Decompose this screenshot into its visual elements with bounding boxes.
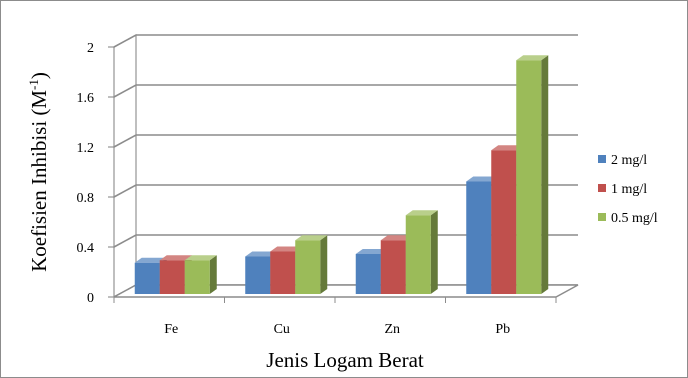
bar-top <box>380 235 413 241</box>
bar-front <box>516 60 542 294</box>
y-axis-title: Koefisien Inhibisi (M-1) <box>26 72 51 272</box>
bar-zn-3 <box>405 210 438 294</box>
bar-fe-3 <box>184 255 217 294</box>
bar-top <box>245 251 278 257</box>
bar-side <box>320 235 328 294</box>
bar-front <box>405 215 431 294</box>
bar-pb-3 <box>516 55 549 294</box>
x-tick-label: Fe <box>164 322 178 337</box>
bar-top <box>159 255 192 261</box>
legend-item: 1 mg/l <box>598 182 647 197</box>
x-tick-label: Cu <box>274 322 290 337</box>
bar-top <box>134 257 167 263</box>
legend-label: 1 mg/l <box>611 182 647 197</box>
bar-side <box>209 255 217 294</box>
x-tick-labels: Fe Cu Zn Pb <box>164 322 510 337</box>
bar-front <box>295 240 321 294</box>
side-wall <box>113 34 137 298</box>
gridline <box>113 134 578 148</box>
x-tick-label: Zn <box>384 322 400 337</box>
chart-floor <box>113 284 579 298</box>
bar-zn-1 <box>355 249 388 294</box>
y-tick-label: 2 <box>87 41 94 56</box>
y-tick-label: 1.6 <box>77 91 95 106</box>
bar-front <box>245 256 271 294</box>
y-tick-label: 1.2 <box>77 141 95 156</box>
y-tick-label: 0 <box>87 291 94 306</box>
floor-plane <box>113 284 579 298</box>
bar-front <box>184 260 210 294</box>
legend-label: 2 mg/l <box>611 153 647 168</box>
x-tick-label: Pb <box>495 322 510 337</box>
y-axis-title-main: Koefisien Inhibisi (M <box>27 90 51 272</box>
bars <box>134 55 549 294</box>
y-tick-label: 0.4 <box>77 241 95 256</box>
bar-top <box>516 55 549 61</box>
gridline <box>113 34 578 48</box>
legend-item: 2 mg/l <box>598 153 647 168</box>
bar-front <box>466 181 492 294</box>
legend-label: 0.5 mg/l <box>611 211 658 226</box>
bar-front <box>159 260 185 294</box>
bar-top <box>491 145 524 151</box>
y-tick-label: 0.8 <box>77 191 95 206</box>
legend-swatch <box>598 155 606 163</box>
gridline <box>113 84 578 98</box>
bar-top <box>405 210 438 216</box>
bar-side <box>430 210 438 294</box>
legend-swatch <box>598 184 606 192</box>
bar-front <box>491 150 517 294</box>
bar-side <box>541 55 549 294</box>
bar-cu-3 <box>295 235 328 294</box>
gridline <box>113 184 578 198</box>
bar-top <box>184 255 217 261</box>
bar-front <box>380 240 406 294</box>
bar-top <box>270 246 303 252</box>
y-axis-title-close: ) <box>27 72 51 79</box>
legend-swatch <box>598 213 606 221</box>
x-axis-title: Jenis Logam Berat <box>266 348 424 372</box>
bar-top <box>295 235 328 241</box>
bar-front <box>355 254 381 294</box>
bar-front <box>270 251 296 294</box>
y-tick-labels: 0 0.4 0.8 1.2 1.6 2 <box>77 41 95 306</box>
legend: 2 mg/l 1 mg/l 0.5 mg/l <box>598 153 658 226</box>
bar-top <box>355 249 388 254</box>
y-axis-title-superscript: -1 <box>26 79 41 90</box>
bar-front <box>134 262 160 294</box>
bar-top <box>466 176 499 182</box>
legend-item: 0.5 mg/l <box>598 211 658 226</box>
